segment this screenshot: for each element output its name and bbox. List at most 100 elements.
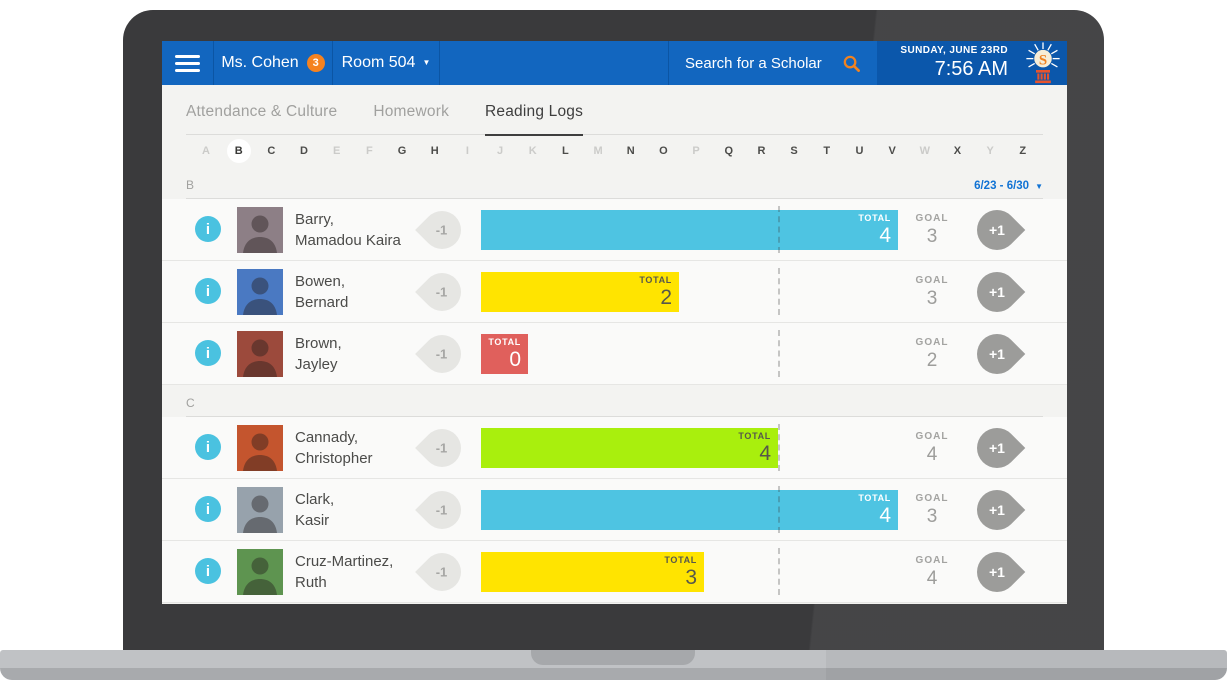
student-photo <box>237 487 283 533</box>
alpha-letter-L[interactable]: L <box>562 145 569 157</box>
total-labels: TOTAL 3 <box>664 555 697 589</box>
goal-value: 4 <box>926 567 938 589</box>
alpha-letter-Y[interactable]: Y <box>986 145 994 157</box>
info-button[interactable]: i <box>195 216 221 242</box>
student-photo <box>237 425 283 471</box>
student-first-name: Christopher <box>295 449 373 467</box>
room-selector[interactable]: Room 504 ▼ <box>332 41 439 85</box>
section-header-B: B 6/23 - 6/30 ▼ <box>186 167 1043 199</box>
alpha-letter-Q[interactable]: Q <box>724 145 734 157</box>
section-header-C: C <box>186 385 1043 417</box>
goal-label: GOAL <box>915 492 949 504</box>
alpha-letter-G[interactable]: G <box>397 145 407 157</box>
tab-homework[interactable]: Homework <box>373 103 450 120</box>
tab-attendance-culture[interactable]: Attendance & Culture <box>186 103 338 120</box>
total-value: 3 <box>685 566 697 589</box>
alpha-letter-R[interactable]: R <box>757 145 766 157</box>
student-last-name: Cannady, <box>295 428 359 446</box>
goal-marker <box>778 486 780 533</box>
alpha-letter-D[interactable]: D <box>300 145 308 157</box>
school-logo-icon: S <box>1025 42 1060 84</box>
decrement-label: -1 <box>436 346 448 362</box>
alpha-letter-O[interactable]: O <box>659 145 668 157</box>
decrement-button[interactable]: -1 <box>415 327 469 381</box>
student-name: Barry, Mamadou Kaira <box>295 209 401 251</box>
reading-total-bar: TOTAL 4 <box>481 210 898 250</box>
date-range-selector[interactable]: 6/23 - 6/30 ▼ <box>974 180 1043 192</box>
scholar-search[interactable]: Search for a Scholar <box>668 41 877 85</box>
student-name: Cruz-Martinez, Ruth <box>295 551 393 593</box>
total-label: TOTAL <box>858 493 891 503</box>
alpha-letter-Z[interactable]: Z <box>1019 145 1027 157</box>
info-button[interactable]: i <box>195 340 221 366</box>
alpha-letter-J[interactable]: J <box>496 145 504 157</box>
total-value: 2 <box>660 286 672 309</box>
alpha-letter-C[interactable]: C <box>267 145 276 157</box>
increment-button[interactable]: +1 <box>968 481 1026 539</box>
alpha-letter-A[interactable]: A <box>202 145 210 157</box>
total-value: 4 <box>879 504 891 527</box>
info-button[interactable]: i <box>195 278 221 304</box>
student-row: i Bowen, Bernard -1 TOTAL 2 GOAL 3 +1 <box>162 261 1067 323</box>
total-value: 4 <box>879 224 891 247</box>
student-photo <box>237 269 283 315</box>
increment-button[interactable]: +1 <box>968 201 1026 259</box>
student-name: Clark, Kasir <box>295 489 334 531</box>
student-first-name: Mamadou Kaira <box>295 231 401 249</box>
student-row: i Cruz-Martinez, Ruth -1 TOTAL 3 GOAL 4 +1 <box>162 541 1067 603</box>
info-button[interactable]: i <box>195 558 221 584</box>
goal-display: GOAL 3 <box>900 492 964 526</box>
alpha-letter-F[interactable]: F <box>365 145 373 157</box>
decrement-button[interactable]: -1 <box>415 265 469 319</box>
total-label: TOTAL <box>858 213 891 223</box>
alpha-letter-X[interactable]: X <box>953 145 962 157</box>
alpha-letter-I[interactable]: I <box>465 145 469 157</box>
student-first-name: Kasir <box>295 511 330 529</box>
section-letter: C <box>186 396 196 410</box>
teacher-menu[interactable]: Ms. Cohen 3 <box>213 41 332 85</box>
increment-button[interactable]: +1 <box>968 263 1026 321</box>
student-photo <box>237 549 283 595</box>
info-button[interactable]: i <box>195 496 221 522</box>
increment-button[interactable]: +1 <box>968 543 1026 601</box>
svg-text:S: S <box>1038 52 1046 68</box>
alpha-letter-H[interactable]: H <box>430 145 439 157</box>
total-label: TOTAL <box>488 337 521 347</box>
student-last-name: Bowen, <box>295 272 346 290</box>
decrement-button[interactable]: -1 <box>415 545 469 599</box>
increment-button[interactable]: +1 <box>968 419 1026 477</box>
student-row: i Clark, Kasir -1 TOTAL 4 GOAL 3 +1 <box>162 479 1067 541</box>
goal-marker <box>778 206 780 253</box>
info-button[interactable]: i <box>195 434 221 460</box>
alpha-letter-B[interactable]: B <box>226 139 251 163</box>
goal-label: GOAL <box>915 430 949 442</box>
student-name: Brown, Jayley <box>295 333 342 375</box>
menu-button[interactable] <box>162 41 213 85</box>
alpha-letter-T[interactable]: T <box>823 145 831 157</box>
total-label: TOTAL <box>664 555 697 565</box>
goal-display: GOAL 4 <box>900 555 964 589</box>
alpha-letter-P[interactable]: P <box>692 145 700 157</box>
goal-display: GOAL 4 <box>900 430 964 464</box>
alpha-letter-S[interactable]: S <box>790 145 798 157</box>
tab-reading-logs[interactable]: Reading Logs <box>485 103 584 136</box>
increment-label: +1 <box>989 284 1005 300</box>
decrement-button[interactable]: -1 <box>415 203 469 257</box>
alpha-letter-V[interactable]: V <box>888 145 896 157</box>
search-icon <box>843 55 860 72</box>
alpha-letter-K[interactable]: K <box>528 145 537 157</box>
alpha-letter-U[interactable]: U <box>855 145 864 157</box>
alpha-letter-N[interactable]: N <box>626 145 635 157</box>
student-photo <box>237 207 283 253</box>
current-time: 7:56 AM <box>934 58 1008 80</box>
decrement-button[interactable]: -1 <box>415 421 469 475</box>
alpha-letter-W[interactable]: W <box>919 145 930 157</box>
goal-display: GOAL 3 <box>900 213 964 246</box>
increment-button[interactable]: +1 <box>968 325 1026 383</box>
decrement-button[interactable]: -1 <box>415 483 469 537</box>
alpha-letter-M[interactable]: M <box>593 145 603 157</box>
total-label: TOTAL <box>738 431 771 441</box>
laptop-base-bottom <box>0 668 1227 680</box>
alpha-letter-E[interactable]: E <box>333 145 341 157</box>
room-label: Room 504 <box>341 54 416 71</box>
